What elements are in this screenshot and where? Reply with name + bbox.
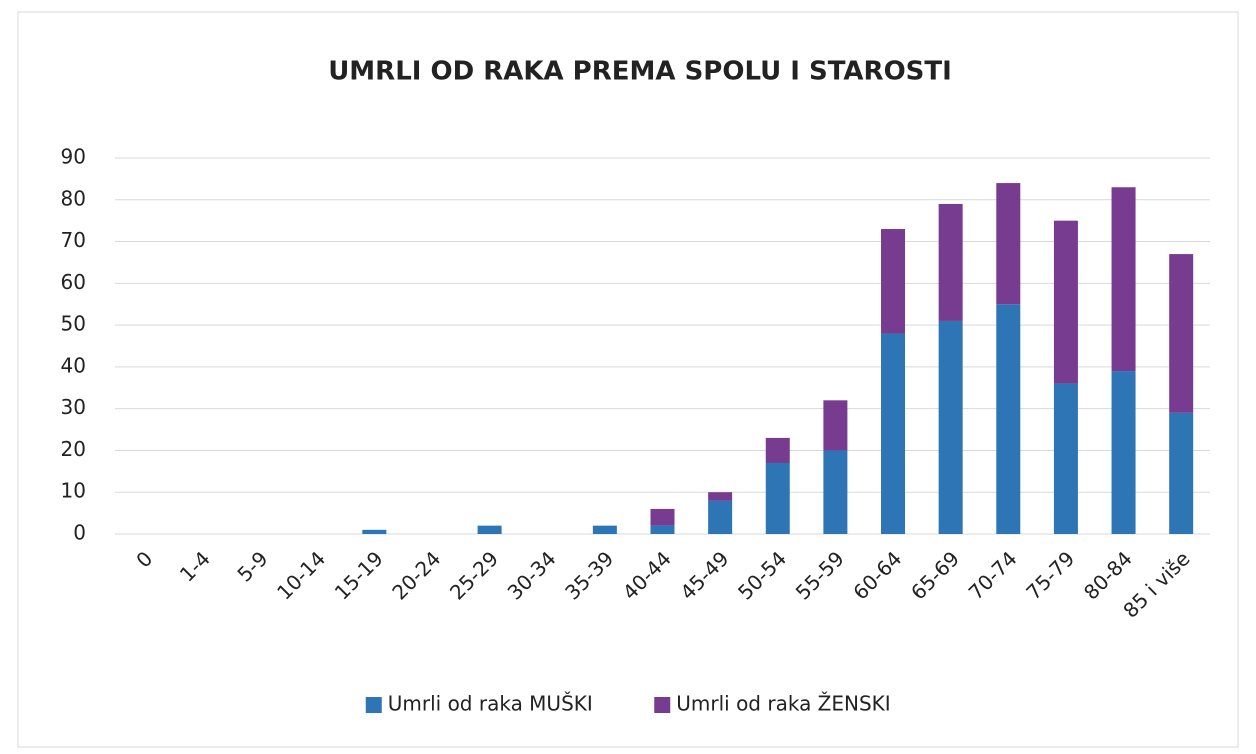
bar-segment — [708, 492, 733, 501]
bar-segment — [881, 333, 906, 534]
chart-title: UMRLI OD RAKA PREMA SPOLU I STAROSTI — [328, 57, 952, 87]
bar-segment — [1169, 412, 1194, 534]
legend-swatch — [654, 697, 671, 713]
bar-segment — [996, 183, 1021, 305]
y-tick-label: 80 — [61, 186, 86, 210]
y-tick-label: 50 — [61, 312, 86, 336]
y-tick-label: 60 — [61, 270, 86, 294]
bar-segment — [1053, 383, 1078, 534]
bar-segment — [592, 525, 617, 534]
bar-segment — [650, 508, 675, 526]
legend-swatch — [365, 697, 382, 713]
y-tick-label: 30 — [61, 395, 86, 419]
bar-segment — [362, 529, 387, 534]
y-tick-label: 20 — [61, 437, 86, 461]
bar-segment — [765, 462, 790, 534]
y-tick-label: 90 — [61, 145, 86, 169]
y-tick-label: 10 — [61, 479, 86, 503]
y-tick-label: 40 — [61, 353, 86, 377]
bar-segment — [650, 525, 675, 534]
legend-label: Umrli od raka ŽENSKI — [676, 692, 890, 716]
bar-segment — [938, 320, 963, 534]
bar-segment — [1053, 220, 1078, 384]
y-tick-label: 0 — [73, 521, 86, 545]
bar-segment — [1111, 187, 1136, 372]
bar-segment — [1169, 254, 1194, 413]
bar-segment — [708, 500, 733, 534]
bar-segment — [823, 400, 848, 451]
chart-frame — [17, 11, 1239, 748]
bar-segment — [938, 203, 963, 321]
bar-segment — [823, 450, 848, 534]
bar-segment — [765, 437, 790, 463]
bar-segment — [996, 304, 1021, 534]
bar-segment — [1111, 371, 1136, 534]
bar-segment — [881, 229, 906, 334]
bar-segment — [477, 525, 502, 534]
legend-label: Umrli od raka MUŠKI — [388, 692, 593, 716]
y-tick-label: 70 — [61, 228, 86, 252]
